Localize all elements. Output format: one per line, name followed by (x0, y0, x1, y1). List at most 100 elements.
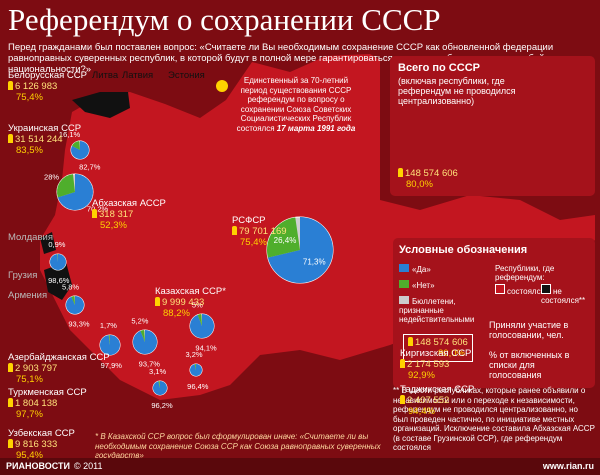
footer-url: www.rian.ru (542, 461, 594, 471)
region-turnout: 92,9% (408, 370, 435, 381)
footer: РИАНОВОСТИ © 2011 www.rian.ru (0, 458, 600, 475)
not-held-name: Эстония (168, 70, 205, 81)
total-turnout: 80,0% (406, 179, 433, 190)
title: Референдум о сохранении СССР (8, 2, 441, 37)
pie-label: 82,7% (79, 162, 101, 171)
pie-slice (267, 217, 334, 283)
region-voters: 2 903 797 (15, 363, 58, 374)
region-label: Азербайджанская ССР 2 903 797 75,1% (8, 352, 110, 385)
region-name: Азербайджанская ССР (8, 352, 110, 363)
region-label: Украинская ССР 31 514 244 83,5% (8, 123, 81, 156)
region-turnout: 94,4% (408, 406, 435, 417)
pie-slice (140, 330, 145, 342)
region-turnout: 97,7% (16, 409, 43, 420)
question: Перед гражданами был поставлен вопрос: «… (8, 42, 554, 75)
pie-label: 26,4% (274, 236, 297, 245)
pie-label: 70,2% (87, 205, 109, 214)
total-figures: 148 574 606 80,0% (398, 168, 458, 190)
region-label: Киргизская ССР 2 174 593 92,9% (400, 348, 471, 381)
pie-slice (158, 381, 160, 388)
legend-title: Условные обозначения (399, 244, 528, 256)
baltics (72, 92, 130, 118)
pie-slice (72, 141, 80, 150)
region-voters: 1 804 138 (15, 398, 58, 409)
not-held-name: Грузия (8, 270, 38, 281)
pie-label: 93,3% (68, 320, 90, 329)
pie-slice (197, 314, 202, 326)
footnote-kazakh: * В Казахской ССР вопрос был сформулиров… (95, 432, 381, 460)
hammer-sickle-icon (216, 80, 228, 92)
pie-slice (65, 296, 84, 314)
legend-yes: «Да» (412, 265, 431, 274)
pie-slice (267, 217, 300, 258)
region-name: Украинская ССР (8, 123, 82, 134)
pie-label: 96,2% (151, 401, 173, 410)
pie-label: 97,9% (101, 361, 123, 370)
region-label: Казахская ССР* 9 999 433 88,2% (155, 286, 226, 319)
region-name: Абхазская АССР (92, 198, 166, 209)
pie-label: 96,4% (187, 382, 209, 391)
region-turnout: 75,1% (16, 374, 43, 385)
region-turnout: 88,2% (163, 308, 190, 319)
total-voters: 148 574 606 (405, 168, 458, 179)
legend-republics: Республики, где референдум: (495, 264, 555, 282)
region-label: РСФСР 79 701 169 75,4% (232, 215, 287, 248)
intro-date: 17 марта 1991 года (276, 123, 356, 133)
legend-no: «Нет» (412, 281, 435, 290)
region-label: Абхазская АССР 318 317 52,3% (92, 198, 166, 231)
pie-label: 3,1% (149, 367, 166, 376)
pie-slice (100, 335, 121, 355)
pie-label: 16,1% (59, 130, 81, 139)
region-label: Туркменская ССР 1 804 138 97,7% (8, 387, 87, 420)
intro: Единственный за 70-летний период существ… (232, 76, 360, 133)
legend-sample-turnout: 80,0% (438, 348, 465, 359)
pie-slice (108, 335, 110, 345)
region-label: Узбекская ССР 9 816 333 95,4% (8, 428, 75, 461)
intro-text: Единственный за 70-летний период существ… (236, 76, 352, 133)
region-voters: 6 126 983 (15, 81, 58, 92)
footer-brand: РИАНОВОСТИ (6, 461, 70, 471)
legend-held: состоялся (507, 287, 545, 296)
pie-slice (57, 174, 93, 210)
region-voters: 9 816 333 (15, 439, 58, 450)
legend-voters-desc: Приняли участие в голосовании, чел. (489, 320, 569, 340)
region-turnout: 95,4% (16, 450, 43, 461)
legend-sample: 148 574 606 80,0% (403, 334, 473, 362)
region-label: Белорусская ССР 6 126 983 75,4% (8, 70, 87, 103)
region-name: РСФСР (232, 215, 266, 226)
pie-label: 71,3% (303, 257, 326, 266)
pie-label: 0,9% (48, 240, 65, 249)
region-label: Таджикская ССР 2 407 552 94,4% (400, 384, 474, 417)
pie-label: 28% (44, 173, 59, 182)
pie-label: 5% (192, 301, 203, 310)
legend-sample-voters: 148 574 606 (415, 337, 468, 348)
region-turnout: 83,5% (16, 145, 43, 156)
footnote-not-held: ** В шести республиках, которые ранее об… (393, 386, 595, 452)
pie-label: 5,2% (131, 317, 148, 326)
not-held-name: Латвия (122, 70, 154, 81)
pie-slice (49, 254, 66, 270)
pie-label: 5,8% (62, 283, 79, 292)
not-held-name: Молдавия (8, 232, 53, 243)
region-name: Туркменская ССР (8, 387, 87, 398)
region-turnout: 52,3% (100, 220, 127, 231)
region-voters: 318 317 (99, 209, 134, 220)
region-voters: 9 999 433 (162, 297, 205, 308)
region-name: Таджикская ССР (400, 384, 475, 395)
pie-slice (189, 364, 202, 376)
pie-label: 94,1% (195, 344, 217, 353)
region-name: Казахская ССР* (155, 286, 226, 297)
total-box: Всего по СССР (включая республики, где р… (390, 56, 595, 196)
legend: Условные обозначения «Да» «Нет» Бюллетен… (393, 238, 595, 388)
pie-label: 1,7% (100, 321, 117, 330)
region-voters: 2 407 552 (407, 395, 450, 406)
region-voters: 31 514 244 (15, 134, 63, 145)
pie-slice (57, 254, 58, 262)
footer-copyright: © 2011 (74, 461, 103, 471)
georgia-armenia (44, 262, 72, 300)
pie-slice (194, 364, 196, 370)
legend-invalid: Бюллетени, признанные недействительными (399, 297, 475, 324)
total-title: Всего по СССР (398, 62, 480, 74)
